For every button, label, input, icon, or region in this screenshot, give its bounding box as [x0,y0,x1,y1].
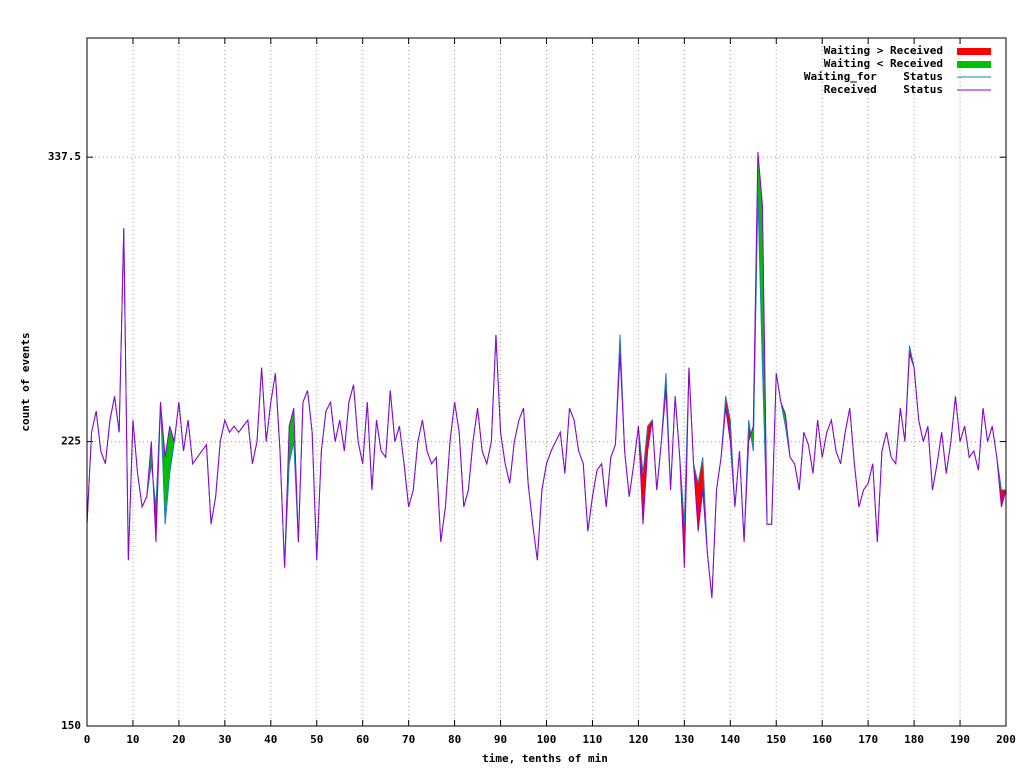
x-tick-label: 160 [812,733,832,746]
x-tick-label: 30 [218,733,231,746]
x-tick-label: 60 [356,733,369,746]
legend-label: Waiting_for Status [804,70,943,83]
y-tick-label: 225 [61,435,81,448]
x-tick-label: 110 [583,733,603,746]
x-tick-label: 90 [494,733,507,746]
plot-frame [86,37,1007,727]
x-tick-label: 190 [950,733,970,746]
x-tick-label: 150 [766,733,786,746]
x-tick-label: 200 [996,733,1016,746]
x-tick-label: 180 [904,733,924,746]
x-axis-label: time, tenths of min [482,752,608,765]
x-tick-label: 20 [172,733,185,746]
legend-swatch [957,48,991,55]
x-tick-label: 130 [674,733,694,746]
x-tick-label: 10 [126,733,139,746]
y-axis-label: count of events [19,332,32,431]
legend-label: Received Status [824,83,943,96]
x-tick-label: 50 [310,733,323,746]
legend-swatch [957,61,991,68]
legend-label: Waiting > Received [824,44,943,57]
x-tick-label: 40 [264,733,277,746]
x-tick-label: 70 [402,733,415,746]
x-tick-label: 100 [537,733,557,746]
legend-label: Waiting < Received [824,57,943,70]
x-tick-label: 80 [448,733,461,746]
x-tick-label: 120 [628,733,648,746]
x-tick-label: 0 [84,733,91,746]
x-tick-label: 140 [720,733,740,746]
y-tick-label: 150 [61,719,81,732]
y-tick-label: 337.5 [48,150,81,163]
x-tick-label: 170 [858,733,878,746]
series-line [86,151,1007,599]
